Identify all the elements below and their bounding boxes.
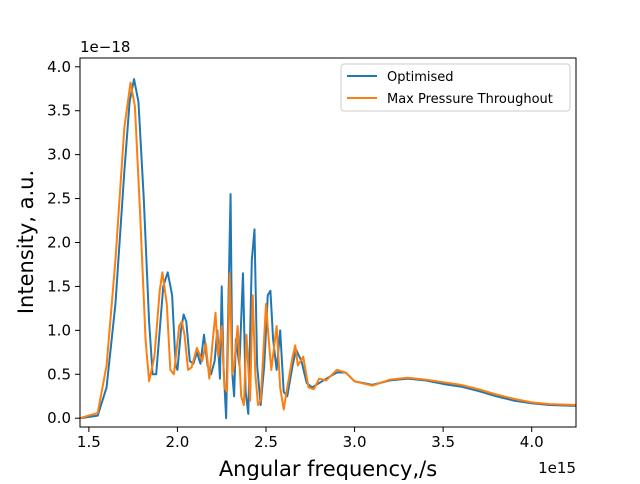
x-offset-text: 1e15 <box>538 459 576 477</box>
y-tick-label: 3.5 <box>47 102 71 120</box>
y-tick-label: 2.5 <box>47 190 71 208</box>
legend-label-max-pressure: Max Pressure Throughout <box>387 92 553 107</box>
x-tick-label: 4.0 <box>520 433 544 451</box>
x-tick-label: 2.0 <box>165 433 189 451</box>
y-axis-ticks: 0.0 0.5 1.0 1.5 2.0 2.5 3.0 3.5 4.0 <box>47 58 80 427</box>
x-axis-ticks: 1.5 2.0 2.5 3.0 3.5 4.0 <box>77 427 544 451</box>
y-tick-label: 1.0 <box>47 321 71 339</box>
y-tick-label: 2.0 <box>47 234 71 252</box>
x-axis-label: Angular frequency,/s <box>219 457 437 480</box>
legend-label-optimised: Optimised <box>387 70 454 85</box>
x-tick-label: 1.5 <box>77 433 101 451</box>
y-tick-label: 3.0 <box>47 146 71 164</box>
y-tick-label: 1.5 <box>47 277 71 295</box>
x-tick-label: 3.0 <box>343 433 367 451</box>
series-line-0 <box>80 78 576 420</box>
series-line-1 <box>80 81 576 420</box>
legend: Optimised Max Pressure Throughout <box>340 63 571 112</box>
plot-lines <box>80 78 576 420</box>
x-tick-label: 2.5 <box>254 433 278 451</box>
y-tick-label: 4.0 <box>47 58 71 76</box>
y-tick-label: 0.5 <box>47 365 71 383</box>
legend-box <box>340 63 571 112</box>
y-tick-label: 0.0 <box>47 409 71 427</box>
x-tick-label: 3.5 <box>431 433 455 451</box>
plot-frame <box>79 57 577 428</box>
y-offset-text: 1e−18 <box>80 38 130 56</box>
y-axis-label: Intensity, a.u. <box>14 170 38 314</box>
